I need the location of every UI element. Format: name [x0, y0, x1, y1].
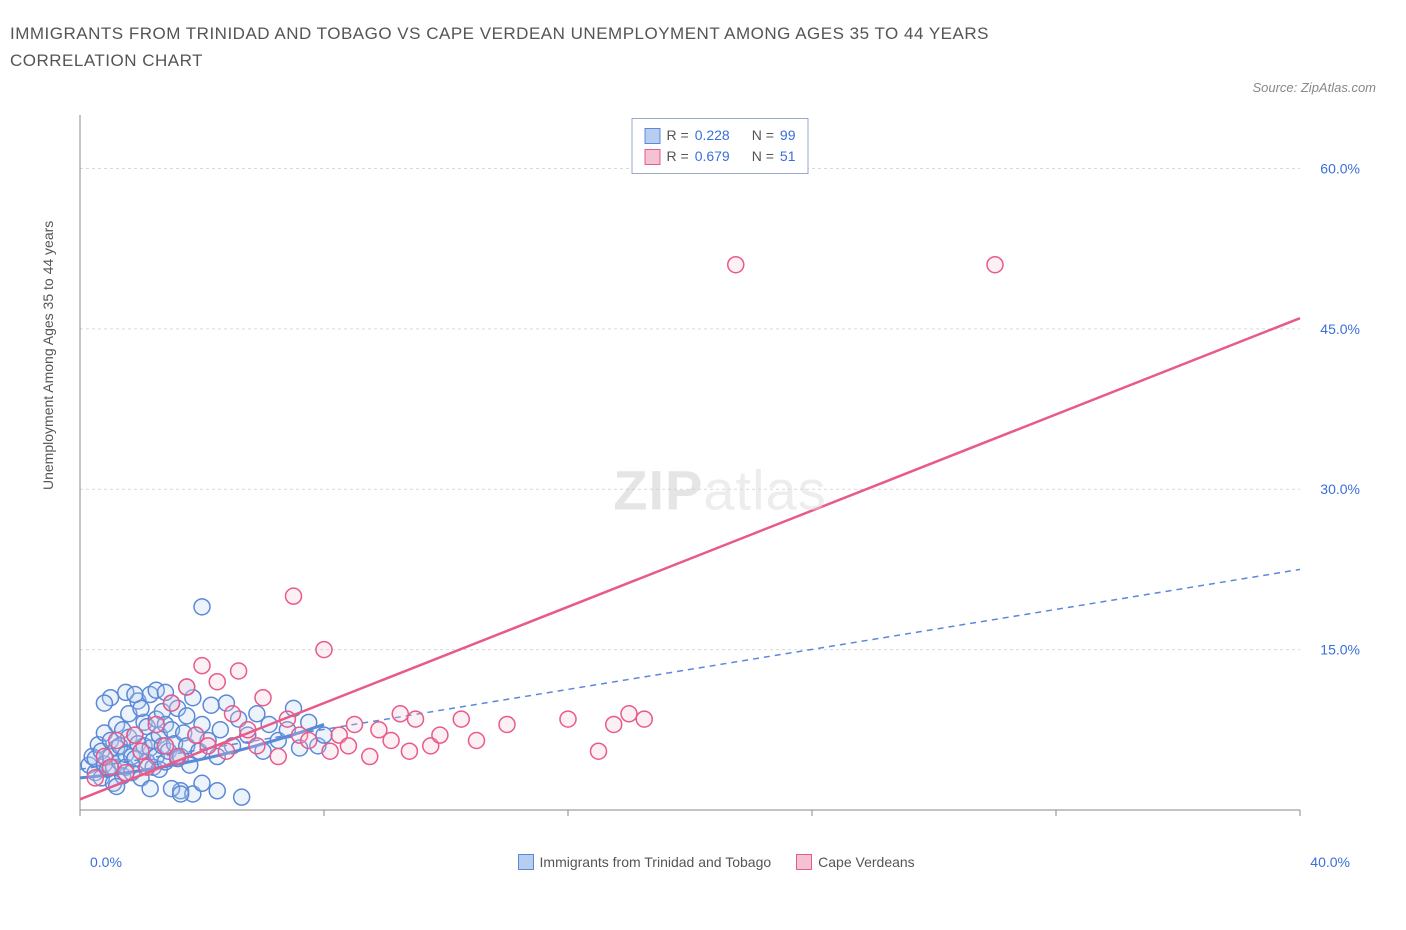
- svg-text:30.0%: 30.0%: [1320, 481, 1360, 497]
- legend-item-trinidad: Immigrants from Trinidad and Tobago: [518, 854, 772, 870]
- plot-area: R = 0.228 N = 99 R = 0.679 N = 51 15.0% 3…: [70, 110, 1370, 870]
- n-label-2: N =: [752, 146, 774, 167]
- scatter-plot-svg: 15.0% 30.0% 45.0% 60.0%: [70, 110, 1370, 835]
- legend-swatch-pink: [645, 149, 661, 165]
- n-value-capeverdean: 51: [780, 146, 796, 167]
- correlation-legend-box: R = 0.228 N = 99 R = 0.679 N = 51: [632, 118, 809, 174]
- series-label-trinidad: Immigrants from Trinidad and Tobago: [540, 854, 772, 870]
- x-max-label: 40.0%: [1310, 854, 1350, 870]
- legend-swatch-blue-2: [518, 854, 534, 870]
- legend-item-capeverdean: Cape Verdeans: [796, 854, 915, 870]
- legend-swatch-pink-2: [796, 854, 812, 870]
- svg-text:60.0%: 60.0%: [1320, 160, 1360, 176]
- correlation-chart-container: IMMIGRANTS FROM TRINIDAD AND TOBAGO VS C…: [10, 10, 1396, 920]
- legend-row-trinidad: R = 0.228 N = 99: [645, 125, 796, 146]
- r-label: R =: [667, 125, 689, 146]
- r-label-2: R =: [667, 146, 689, 167]
- chart-title: IMMIGRANTS FROM TRINIDAD AND TOBAGO VS C…: [10, 10, 1110, 74]
- n-label: N =: [752, 125, 774, 146]
- bottom-legend: 0.0% Immigrants from Trinidad and Tobago…: [70, 854, 1370, 870]
- x-min-label: 0.0%: [90, 854, 122, 870]
- legend-swatch-blue: [645, 128, 661, 144]
- svg-text:15.0%: 15.0%: [1320, 642, 1360, 658]
- series-legend: Immigrants from Trinidad and Tobago Cape…: [518, 854, 915, 870]
- r-value-trinidad: 0.228: [695, 125, 730, 146]
- series-label-capeverdean: Cape Verdeans: [818, 854, 915, 870]
- legend-row-capeverdean: R = 0.679 N = 51: [645, 146, 796, 167]
- y-axis-label: Unemployment Among Ages 35 to 44 years: [40, 221, 56, 490]
- n-value-trinidad: 99: [780, 125, 796, 146]
- source-label: Source: ZipAtlas.com: [1252, 80, 1376, 95]
- r-value-capeverdean: 0.679: [695, 146, 730, 167]
- svg-text:45.0%: 45.0%: [1320, 321, 1360, 337]
